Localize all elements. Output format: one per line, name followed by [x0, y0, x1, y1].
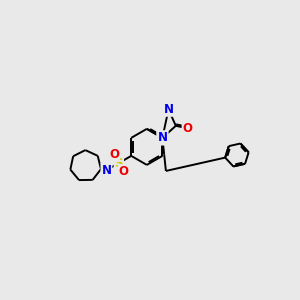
Text: N: N	[158, 131, 167, 144]
Text: N: N	[158, 131, 167, 144]
Text: N: N	[164, 103, 173, 116]
Text: O: O	[119, 165, 129, 178]
Text: S: S	[115, 157, 123, 169]
Text: O: O	[109, 148, 119, 161]
Text: N: N	[101, 164, 111, 177]
Text: O: O	[183, 122, 193, 135]
